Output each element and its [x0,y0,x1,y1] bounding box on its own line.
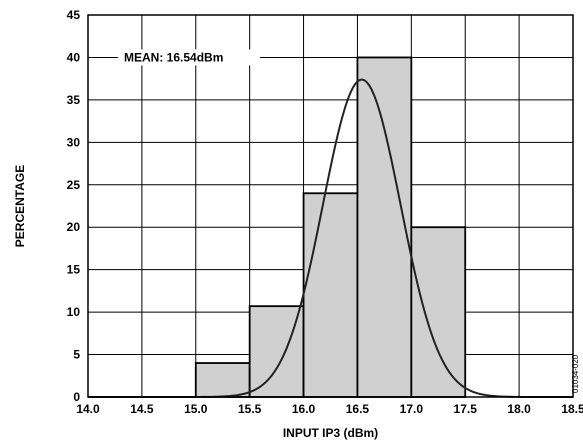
y-tick-label: 15 [67,263,81,277]
y-tick-label: 40 [67,50,81,64]
y-tick-label: 30 [67,135,81,149]
x-tick-label: 17.0 [400,402,424,416]
y-axis-title: PERCENTAGE [13,165,27,247]
histogram-bar [248,305,305,398]
plot-frame [87,14,574,398]
annotation-background [118,49,260,66]
x-tick-label: 18.5 [561,402,583,416]
x-tick-labels: 14.0 14.5 15.0 15.5 16.0 16.5 17.0 17.5 18.0 18.5 [76,402,583,416]
x-tick-label: 16.0 [292,402,316,416]
y-tick-label: 10 [67,305,81,319]
x-tick-label: 16.5 [346,402,370,416]
histogram-bar [194,362,251,398]
x-tick-label: 15.5 [238,402,262,416]
y-tick-label: 0 [73,390,80,404]
x-axis-title: INPUT IP3 (dBm) [283,426,378,440]
mean-annotation: MEAN: 16.54dBm [124,50,223,64]
figure-id: 01034-020 [571,354,580,393]
y-tick-label: 45 [67,8,81,22]
histogram-bar [302,192,359,398]
y-tick-label: 5 [73,348,80,362]
histogram-bars [194,56,467,398]
histogram-bar [410,226,467,398]
y-tick-label: 25 [67,178,81,192]
x-tick-label: 18.0 [507,402,531,416]
x-tick-label: 14.5 [130,402,154,416]
y-tick-label: 35 [67,93,81,107]
y-tick-labels: 0 5 10 15 20 25 30 35 40 45 [67,8,81,404]
histogram-bar [356,56,413,398]
y-tick-label: 20 [67,220,81,234]
x-tick-label: 15.0 [184,402,208,416]
x-tick-label: 14.0 [76,402,100,416]
x-tick-label: 17.5 [454,402,478,416]
